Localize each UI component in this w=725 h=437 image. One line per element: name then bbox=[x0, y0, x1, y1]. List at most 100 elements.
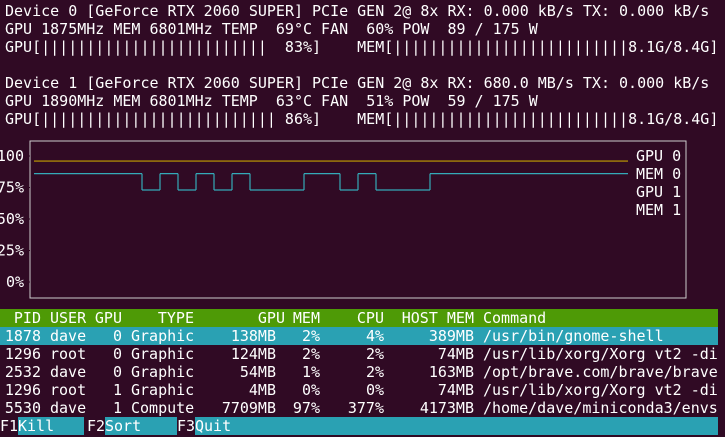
device-bars-field: 8.1G/8.4G] bbox=[628, 110, 718, 128]
column-header: CPU bbox=[357, 309, 384, 327]
device-header-field: GEN bbox=[357, 2, 384, 20]
device-stats-field: 60% bbox=[366, 20, 393, 38]
process-cell: /usr/lib/xorg/Xorg vt2 -di bbox=[483, 345, 718, 363]
device-stats-field: 59 / 175 W bbox=[447, 92, 538, 110]
column-header: GPU bbox=[95, 309, 122, 327]
device-stats-field: TEMP bbox=[222, 20, 258, 38]
device-header-field: 2@ 8x bbox=[393, 2, 438, 20]
device-header-field: [GeForce RTX 2060 SUPER] bbox=[86, 2, 303, 20]
device-header-field: 680.0 MB/s bbox=[484, 74, 574, 92]
device-header-field: [GeForce RTX 2060 SUPER] bbox=[86, 74, 303, 92]
device-stats-field: MEM bbox=[113, 20, 140, 38]
process-cell: 1% bbox=[302, 363, 320, 381]
device-bars-field: 8.1G/8.4G] bbox=[628, 38, 718, 56]
y-tick-label: 100 bbox=[0, 147, 24, 165]
device-stats-field: 6801MHz bbox=[149, 20, 212, 38]
y-tick-label: 75% bbox=[0, 179, 24, 197]
process-cell: dave bbox=[50, 399, 86, 417]
device-bars-field: 83%] bbox=[285, 38, 321, 56]
process-cell: 2% bbox=[366, 363, 384, 381]
y-tick-label: 50% bbox=[0, 210, 24, 228]
process-cell: /usr/lib/xorg/Xorg vt2 -di bbox=[483, 381, 718, 399]
column-header: MEM bbox=[293, 309, 320, 327]
footer-key: F3 bbox=[177, 417, 195, 435]
process-cell: 377% bbox=[348, 399, 384, 417]
process-cell: 0 bbox=[113, 327, 122, 345]
footer-label-bg bbox=[195, 417, 718, 435]
device-header-field: PCIe bbox=[312, 2, 348, 20]
device-stats-field: FAN bbox=[321, 92, 348, 110]
device-stats-field: 1890MHz bbox=[41, 92, 104, 110]
process-cell: /usr/bin/gnome-shell bbox=[483, 327, 664, 345]
device-bars-field: MEM[ bbox=[357, 110, 393, 128]
process-cell: 54MB bbox=[240, 363, 276, 381]
process-cell: /home/dave/miniconda3/envs bbox=[483, 399, 718, 417]
footer-label-bg bbox=[18, 417, 84, 435]
device-bars-field: |||||||||||||||||||||||||| bbox=[41, 110, 276, 128]
process-cell: 163MB bbox=[429, 363, 474, 381]
device-stats-field: FAN bbox=[321, 20, 348, 38]
process-cell: /opt/brave.com/brave/brave bbox=[483, 363, 718, 381]
device-stats-field: 1875MHz bbox=[41, 20, 104, 38]
device-header-field: GEN bbox=[357, 74, 384, 92]
footer-key: F1 bbox=[0, 417, 18, 435]
process-cell: 124MB bbox=[231, 345, 276, 363]
process-cell: 389MB bbox=[429, 327, 474, 345]
footer-action[interactable]: Quit bbox=[195, 417, 231, 435]
device-bars-field: |||||||||||||||||||||||||| bbox=[393, 110, 628, 128]
column-header: USER bbox=[50, 309, 87, 327]
device-bars-field: GPU[ bbox=[5, 38, 41, 56]
device-header-field: Device 1 bbox=[5, 74, 77, 92]
device-stats-field: 89 / 175 W bbox=[447, 20, 538, 38]
selected-row-bg bbox=[0, 327, 718, 345]
device-bars-field: GPU[ bbox=[5, 110, 41, 128]
device-header-field: PCIe bbox=[312, 74, 348, 92]
process-cell: dave bbox=[50, 363, 86, 381]
process-cell: 1878 bbox=[5, 327, 41, 345]
footer-label-bg bbox=[105, 417, 177, 435]
process-cell: Graphic bbox=[131, 363, 194, 381]
process-cell: 0% bbox=[302, 381, 320, 399]
process-cell: Graphic bbox=[131, 381, 194, 399]
device-stats-field: 69 bbox=[276, 20, 294, 38]
column-header: HOST MEM bbox=[402, 309, 474, 327]
device-header-field: 2@ 8x bbox=[393, 74, 438, 92]
process-cell: 0 bbox=[113, 345, 122, 363]
device-stats-field: 6801MHz bbox=[149, 92, 212, 110]
process-cell: 2532 bbox=[5, 363, 41, 381]
device-stats-field: GPU bbox=[5, 92, 32, 110]
device-bars-field: ||||||||||||||||||||||||| bbox=[41, 38, 267, 56]
device-header-field: TX: bbox=[583, 2, 610, 20]
process-cell: root bbox=[50, 345, 86, 363]
footer-action[interactable]: Kill bbox=[18, 417, 54, 435]
process-cell: 74MB bbox=[438, 381, 474, 399]
process-cell: Graphic bbox=[131, 345, 194, 363]
device-header-field: 0.000 kB/s bbox=[484, 2, 574, 20]
device-stats-field: MEM bbox=[113, 92, 140, 110]
device-stats-field: POW bbox=[402, 20, 430, 38]
process-cell: 4MB bbox=[249, 381, 276, 399]
legend-entry: GPU 0 bbox=[636, 147, 681, 165]
device-header-field: TX: bbox=[583, 74, 610, 92]
device-bars-field: |||||||||||||||||||||||||| bbox=[393, 38, 628, 56]
column-header: PID bbox=[14, 309, 41, 327]
legend-entry: MEM 1 bbox=[636, 201, 681, 219]
process-cell: root bbox=[50, 381, 86, 399]
process-cell: 1 bbox=[113, 399, 122, 417]
process-cell: 7709MB bbox=[222, 399, 276, 417]
process-cell: 1 bbox=[113, 381, 122, 399]
device-stats-field: °C bbox=[294, 92, 312, 110]
device-header-field: RX: bbox=[447, 74, 474, 92]
process-cell: 0 bbox=[113, 363, 122, 381]
process-cell: dave bbox=[50, 327, 86, 345]
footer-action[interactable]: Sort bbox=[105, 417, 141, 435]
process-cell: Graphic bbox=[131, 327, 194, 345]
y-tick-label: 0% bbox=[6, 273, 24, 291]
device-header-field: 0.000 kB/s bbox=[619, 74, 709, 92]
process-cell: 138MB bbox=[231, 327, 276, 345]
process-cell: 2% bbox=[302, 345, 320, 363]
process-cell: 5530 bbox=[5, 399, 41, 417]
process-cell: 1296 bbox=[5, 381, 41, 399]
